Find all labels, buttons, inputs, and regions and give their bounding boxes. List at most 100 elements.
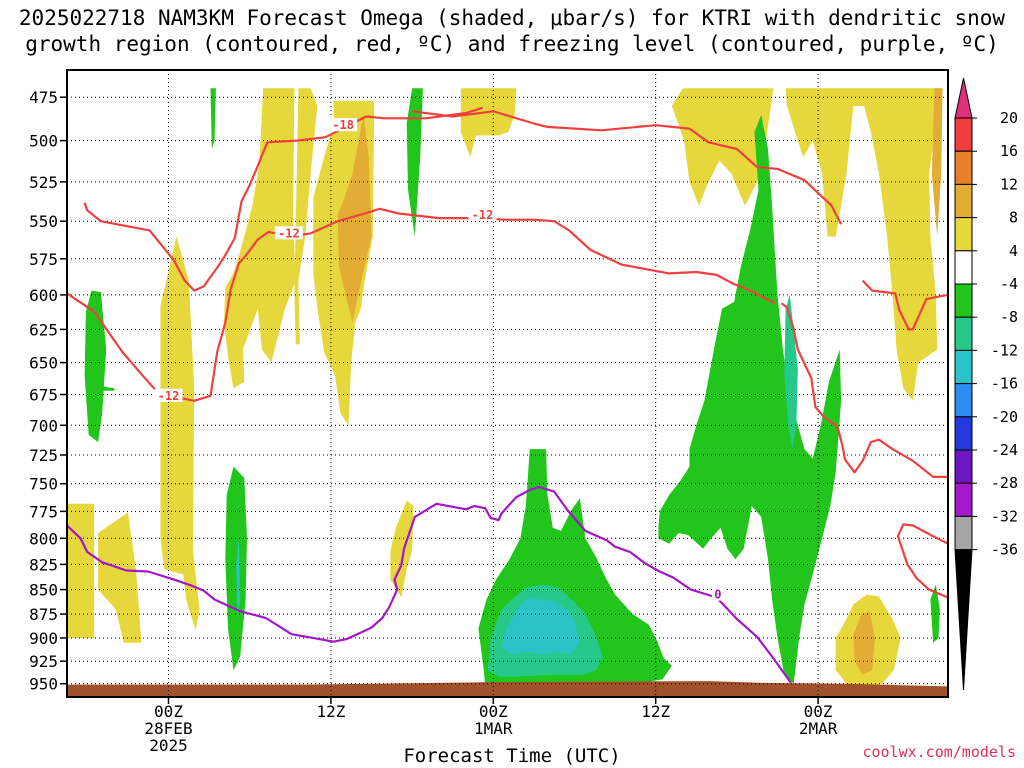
- colorbar-bottom-arrow: [954, 549, 973, 691]
- y-tick-label: 775: [29, 502, 58, 521]
- colorbar-label: -4: [1000, 275, 1018, 293]
- shaded-region: [337, 114, 372, 323]
- y-tick-label: 850: [29, 581, 58, 600]
- contour-label: -12: [278, 226, 300, 240]
- contour-label-bg: [468, 208, 497, 221]
- contour-label: 0: [714, 588, 721, 602]
- colorbar-label: 20: [1000, 109, 1018, 127]
- shaded-region: [501, 597, 580, 655]
- colorbar-box: [954, 150, 973, 185]
- colorbar-label: 8: [1009, 209, 1018, 227]
- colorbar-label: -8: [1000, 308, 1018, 326]
- shaded-region: [84, 290, 107, 443]
- y-tick-label: 675: [29, 386, 58, 405]
- colorbar-label: 4: [1009, 242, 1018, 260]
- colorbar-box: [954, 482, 973, 517]
- shaded-region: [785, 88, 940, 401]
- x-tick-label: 2MAR: [799, 719, 838, 738]
- colorbar-box: [954, 283, 973, 318]
- colorbar-box: [954, 117, 973, 152]
- colorbar-label: -24: [991, 441, 1018, 459]
- x-tick-label: 00Z: [479, 702, 508, 721]
- chart-title-line2: growth region (contoured, red, ºC) and f…: [25, 32, 999, 56]
- shaded-region: [406, 88, 423, 237]
- colorbar-label: -12: [991, 341, 1018, 359]
- y-tick-label: 825: [29, 555, 58, 574]
- y-tick-label: 950: [29, 675, 58, 694]
- shaded-region: [390, 500, 414, 598]
- colorbar-box: [954, 515, 973, 551]
- y-tick-label: 500: [29, 132, 58, 151]
- y-tick-label: 600: [29, 286, 58, 305]
- contour-label-bg: [711, 587, 724, 601]
- colorbar-box: [954, 449, 973, 484]
- colorbar-label: -36: [991, 541, 1018, 559]
- y-tick-label: 925: [29, 652, 58, 671]
- y-tick-label: 800: [29, 529, 58, 548]
- shaded-region: [784, 294, 798, 450]
- y-tick-label: 750: [29, 475, 58, 494]
- contour-label-bg: [274, 226, 303, 240]
- shaded-region: [236, 538, 241, 619]
- x-tick-label: 00Z: [804, 702, 833, 721]
- colorbar-label: 12: [1000, 175, 1018, 193]
- colorbar-box: [954, 416, 973, 451]
- colorbar-label: -20: [991, 408, 1018, 426]
- shaded-region: [658, 114, 842, 684]
- colorbar: 20 16 12 8 4 -4 -8 -12 -16 -20 -24 -28 -32 -36: [954, 77, 1018, 691]
- x-tick-label: 12Z: [641, 702, 670, 721]
- colorbar-box: [954, 316, 973, 351]
- shaded-region: [671, 88, 774, 206]
- x-tick-label: 1MAR: [474, 719, 513, 738]
- y-tick-label: 550: [29, 212, 58, 231]
- contour-label-bg: [329, 118, 358, 132]
- x-tick-label: 28FEB: [144, 719, 192, 738]
- contour-label: -18: [332, 118, 354, 132]
- colorbar-box: [954, 349, 973, 385]
- shaded-region: [225, 466, 247, 671]
- shaded-region: [98, 512, 142, 643]
- colorbar-box: [954, 183, 973, 219]
- contour-line: [896, 523, 948, 599]
- contour-label: -12: [158, 389, 180, 403]
- x-tick-label: 00Z: [154, 702, 183, 721]
- y-tick-label: 475: [29, 88, 58, 107]
- shaded-region: [160, 236, 200, 631]
- y-tick-label: 650: [29, 354, 58, 373]
- plot-frame: [66, 69, 949, 698]
- grid-layer: [67, 70, 948, 697]
- shaded-region: [210, 88, 216, 149]
- contour-line: [83, 106, 483, 292]
- x-tick-label: 2025: [149, 736, 188, 755]
- y-axis: 475 500 525 550 575 600 625 650 675 700 725 750 775 8…: [29, 88, 67, 694]
- x-tick-label: 12Z: [316, 702, 345, 721]
- y-tick-label: 625: [29, 320, 58, 339]
- y-tick-label: 725: [29, 446, 58, 465]
- contour-line: [67, 207, 776, 402]
- contour-layer: [67, 106, 948, 684]
- shaded-region: [67, 509, 95, 638]
- contour-line: [780, 302, 948, 478]
- y-tick-label: 575: [29, 250, 58, 269]
- shaded-region: [460, 88, 517, 158]
- contour-label-layer: -18 -12 -12 -12 0: [154, 118, 724, 602]
- shaded-region: [931, 88, 943, 237]
- shaded-region: [853, 611, 875, 675]
- y-tick-label: 700: [29, 416, 58, 435]
- y-tick-label: 875: [29, 605, 58, 624]
- colorbar-top-arrow: [954, 77, 973, 119]
- contour-line: [411, 110, 843, 225]
- omega-shading-layer: [67, 88, 943, 690]
- colorbar-box: [954, 250, 973, 285]
- colorbar-label: -28: [991, 474, 1018, 492]
- ground-layer: [67, 681, 948, 697]
- contour-label-bg: [154, 388, 183, 402]
- credit-text: coolwx.com/models: [862, 743, 1016, 761]
- colorbar-label: 16: [1000, 142, 1018, 160]
- colorbar-label: -16: [991, 375, 1018, 393]
- contour-line: [67, 486, 792, 684]
- colorbar-label: -32: [991, 507, 1018, 525]
- colorbar-box: [954, 383, 973, 418]
